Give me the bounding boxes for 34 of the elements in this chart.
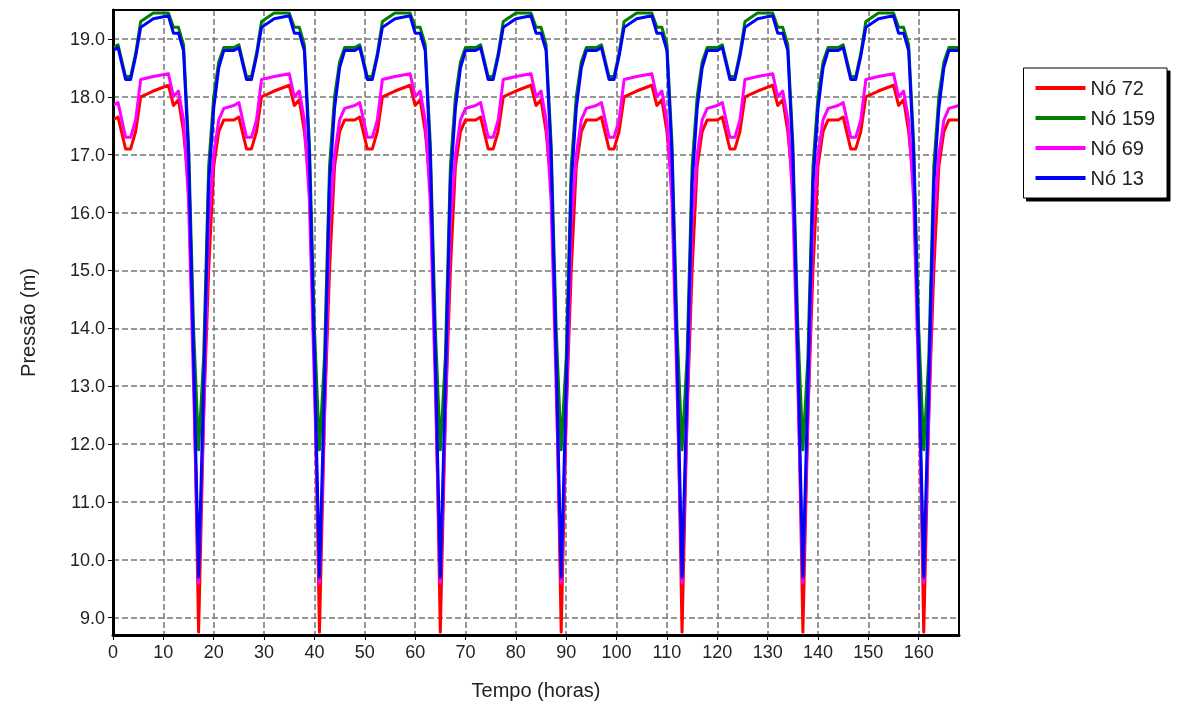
- x-tick-label: 50: [354, 642, 375, 662]
- y-axis-title: Pressão (m): [17, 268, 39, 377]
- legend-label: Nó 159: [1090, 107, 1156, 129]
- x-tick-label: 120: [702, 642, 733, 662]
- x-axis-title: Tempo (horas): [471, 679, 601, 701]
- y-tick-label: 16.0: [69, 202, 105, 223]
- x-tick-label: 90: [556, 642, 577, 662]
- y-tick-label: 14.0: [69, 318, 105, 339]
- x-tick-label: 80: [505, 642, 526, 662]
- x-tick-label: 140: [802, 642, 834, 662]
- legend-label: Nó 69: [1090, 137, 1144, 159]
- x-tick-label: 40: [304, 642, 325, 662]
- y-tick-label: 12.0: [69, 434, 105, 455]
- y-tick-label: 17.0: [69, 144, 105, 165]
- x-tick-label: 0: [107, 642, 119, 662]
- legend-label: Nó 13: [1090, 167, 1144, 189]
- y-tick-label: 13.0: [69, 376, 105, 397]
- x-tick-label: 160: [903, 642, 934, 662]
- x-tick-label: 70: [455, 642, 476, 662]
- x-tick-label: 20: [203, 642, 224, 662]
- y-tick-label: 15.0: [69, 260, 105, 281]
- x-tick-label: 110: [652, 642, 682, 662]
- y-tick-label: 10.0: [69, 549, 105, 570]
- x-tick-label: 60: [405, 642, 426, 662]
- y-tick-label: 11.0: [71, 491, 105, 512]
- y-tick-label: 19.0: [69, 28, 105, 49]
- y-tick-label: 9.0: [79, 607, 105, 628]
- x-tick-label: 10: [153, 642, 174, 662]
- x-tick-label: 100: [601, 642, 632, 662]
- x-tick-label: 130: [752, 642, 783, 662]
- legend-label: Nó 72: [1090, 77, 1144, 99]
- y-tick-label: 18.0: [69, 86, 105, 107]
- x-tick-label: 150: [853, 642, 884, 662]
- x-tick-label: 30: [254, 642, 275, 662]
